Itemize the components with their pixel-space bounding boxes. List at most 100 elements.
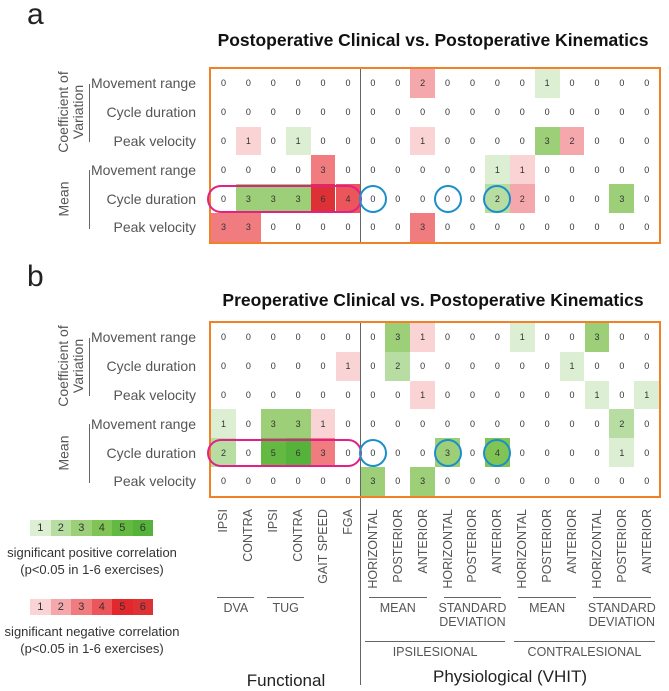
chart-title: Postoperative Clinical vs. Postoperative… xyxy=(217,30,649,50)
heatmap-cell: 0 xyxy=(270,389,276,400)
heatmap-cell: 0 xyxy=(245,107,251,118)
column-label: CONTRA xyxy=(291,509,306,562)
heatmap-cell: 0 xyxy=(594,164,600,175)
heatmap-cell: 1 xyxy=(484,155,510,185)
heatmap-cell: 0 xyxy=(594,447,600,458)
heatmap-cell: 0 xyxy=(220,361,226,372)
heatmap-cell: 1 xyxy=(410,380,436,410)
heatmap-cell: 0 xyxy=(644,135,650,146)
column-label: HORIZONTAL xyxy=(365,509,380,589)
heatmap-cell: 3 xyxy=(285,409,311,439)
heatmap-cell: 0 xyxy=(569,389,575,400)
heatmap-cell: 0 xyxy=(370,164,376,175)
highlight-circle xyxy=(433,438,462,467)
legend-swatch: 4 xyxy=(91,520,112,536)
heatmap-cell: 0 xyxy=(245,332,251,343)
heatmap-cell: 0 xyxy=(619,476,625,487)
heatmap-cell: 0 xyxy=(245,361,251,372)
legend-swatch: 1 xyxy=(30,520,51,536)
row-group-bracket xyxy=(89,170,90,229)
highlight-circle xyxy=(358,184,387,213)
row-group-label-line: Mean xyxy=(55,181,72,217)
heatmap-cell: 0 xyxy=(320,389,326,400)
heatmap-cell: 0 xyxy=(494,222,500,233)
heatmap-cell: 0 xyxy=(320,332,326,343)
heatmap-cell: 0 xyxy=(220,78,226,89)
heatmap-cell: 0 xyxy=(469,361,475,372)
heatmap-cell: 0 xyxy=(594,78,600,89)
heatmap-cell: 0 xyxy=(320,476,326,487)
heatmap-cell: 0 xyxy=(544,222,550,233)
heatmap-cell: 3 xyxy=(534,126,560,156)
heatmap-cell: 0 xyxy=(469,107,475,118)
heatmap-cell: 3 xyxy=(310,155,336,185)
heatmap-cell: 0 xyxy=(619,361,625,372)
heatmap-cell: 0 xyxy=(494,332,500,343)
heatmap-cell: 0 xyxy=(494,135,500,146)
heatmap-cell: 0 xyxy=(544,193,550,204)
heatmap-cell: 0 xyxy=(270,107,276,118)
heatmap-cell: 0 xyxy=(370,332,376,343)
legend-swatch: 5 xyxy=(112,599,133,615)
heatmap-cell: 1 xyxy=(534,69,560,98)
row-label: Peak velocity xyxy=(113,219,196,236)
column-group-label: DVA xyxy=(224,601,249,615)
heatmap-cell: 0 xyxy=(469,78,475,89)
column-group-line xyxy=(443,597,502,598)
heatmap-cell: 0 xyxy=(569,107,575,118)
column-group-line xyxy=(368,597,427,598)
heatmap-cell: 3 xyxy=(410,213,436,242)
column-label: GAIT SPEED xyxy=(316,509,331,584)
heatmap-cell: 0 xyxy=(445,78,451,89)
heatmap-cell: 1 xyxy=(410,126,436,156)
heatmap-cell: 0 xyxy=(619,164,625,175)
heatmap-cell: 2 xyxy=(609,409,635,439)
column-label: IPSI xyxy=(266,509,281,533)
heatmap-cell: 1 xyxy=(310,409,336,439)
functional-physiological-divider xyxy=(360,69,361,242)
heatmap-cell: 3 xyxy=(285,184,311,213)
heatmap-cell: 0 xyxy=(245,389,251,400)
heatmap-cell: 0 xyxy=(370,222,376,233)
row-group-label: Coefficient of Variation xyxy=(55,325,86,406)
row-label: Cycle duration xyxy=(106,358,197,375)
heatmap-cell: 0 xyxy=(320,78,326,89)
column-label: ANTERIOR xyxy=(639,509,654,574)
row-label: Movement range xyxy=(90,415,196,432)
heatmap-cell: 0 xyxy=(469,164,475,175)
heatmap-cell: 0 xyxy=(370,389,376,400)
heatmap-cell: 0 xyxy=(395,135,401,146)
heatmap-cell: 3 xyxy=(360,467,386,496)
row-group-bracket xyxy=(89,84,90,143)
heatmap-cell: 0 xyxy=(594,418,600,429)
panel-letter: b xyxy=(27,260,44,293)
heatmap-cell: 0 xyxy=(619,332,625,343)
heatmap-cell: 0 xyxy=(544,418,550,429)
heatmap-cell: 0 xyxy=(594,193,600,204)
functional-physiological-divider xyxy=(360,323,361,685)
heatmap-cell: 0 xyxy=(245,447,251,458)
heatmap-cell: 0 xyxy=(345,476,351,487)
column-group-label-line: DVA xyxy=(223,601,249,615)
heatmap-cell: 6 xyxy=(310,184,336,213)
heatmap-cell: 0 xyxy=(320,222,326,233)
heatmap-cell: 0 xyxy=(469,222,475,233)
negative-legend-text: significant negative correlation xyxy=(4,624,180,639)
highlight-circle xyxy=(483,438,512,467)
heatmap-cell: 0 xyxy=(270,332,276,343)
heatmap-cell: 3 xyxy=(410,467,436,496)
heatmap-cell: 0 xyxy=(220,135,226,146)
column-group-label-line: STANDARD xyxy=(587,601,656,615)
row-label: Movement range xyxy=(90,161,196,178)
column-group-label: STANDARD DEVIATION xyxy=(439,601,507,629)
heatmap-cell: 2 xyxy=(559,126,585,156)
heatmap-cell: 3 xyxy=(385,323,411,352)
heatmap-cell: 0 xyxy=(445,222,451,233)
heatmap-cell: 3 xyxy=(260,409,286,439)
row-label: Cycle duration xyxy=(106,104,197,121)
chart-title: Preoperative Clinical vs. Postoperative … xyxy=(222,290,644,310)
heatmap-cell: 0 xyxy=(420,193,426,204)
heatmap-cell: 0 xyxy=(345,389,351,400)
heatmap-cell: 0 xyxy=(644,447,650,458)
